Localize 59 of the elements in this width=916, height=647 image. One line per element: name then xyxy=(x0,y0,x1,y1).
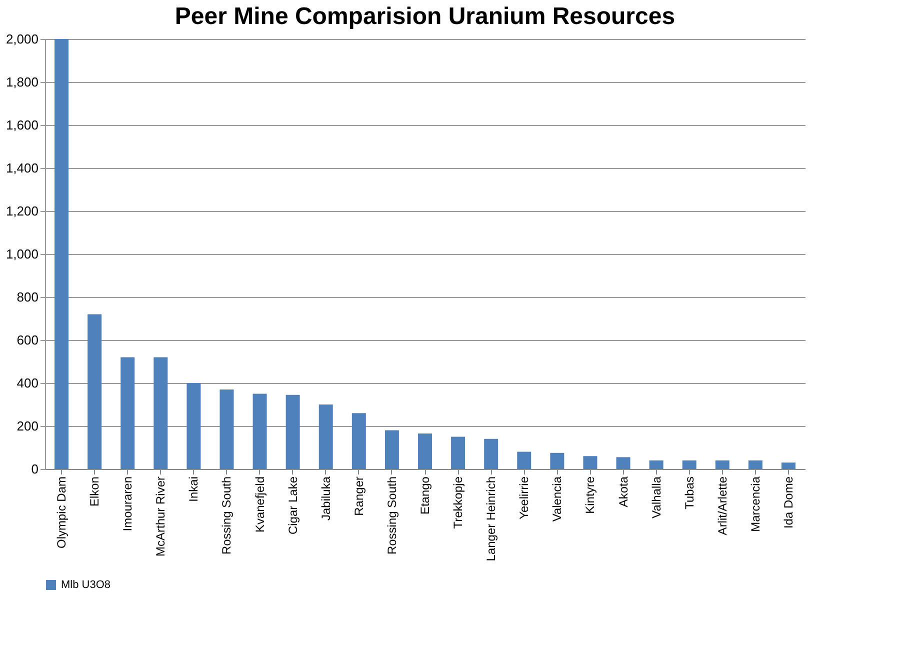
y-tick-label: 200 xyxy=(16,418,38,434)
bar xyxy=(748,460,762,469)
x-tick-label: Kintyre xyxy=(583,476,598,514)
bar xyxy=(550,452,564,469)
y-tick-label: 1,000 xyxy=(6,246,38,262)
bar xyxy=(186,383,201,469)
bar xyxy=(252,394,267,469)
y-tick-label: 1,400 xyxy=(6,160,38,176)
bar xyxy=(781,462,796,469)
bar xyxy=(286,394,300,469)
y-tick-label: 1,800 xyxy=(6,74,38,90)
x-tick-label: Elkon xyxy=(88,476,102,507)
x-tick-label: Imouraren xyxy=(120,476,135,532)
bar xyxy=(318,404,333,469)
bar xyxy=(120,357,135,469)
x-tick-label: Langer Heinrich xyxy=(484,476,498,562)
x-tick-label: Rossing South xyxy=(384,476,399,555)
x-tick-label: Jabiluka xyxy=(318,476,333,521)
y-tick-label: 400 xyxy=(16,376,38,390)
x-tick-label: Rossing South xyxy=(220,476,234,555)
x-tick-label: Marcencia xyxy=(748,476,762,532)
y-tick-label: 2,000 xyxy=(6,32,38,46)
x-tick-label: Ranger xyxy=(352,476,366,516)
bar xyxy=(715,460,730,469)
y-tick-label: 1,200 xyxy=(6,204,38,218)
bar xyxy=(583,456,598,469)
bar xyxy=(517,452,532,469)
bar xyxy=(418,434,432,469)
x-tick-label: Inkai xyxy=(186,476,201,502)
x-tick-label: Olympic Dam xyxy=(54,476,69,549)
y-tick-label: 800 xyxy=(16,290,38,304)
x-tick-label: Yeelirrie xyxy=(517,476,532,520)
bar xyxy=(616,457,630,469)
y-tick-label: 600 xyxy=(16,332,38,348)
bar xyxy=(384,430,399,469)
bar xyxy=(451,436,466,469)
y-tick-label: 0 xyxy=(31,462,38,476)
bar xyxy=(484,438,498,469)
bar xyxy=(352,413,366,469)
x-tick-label: McArthur River xyxy=(154,476,168,557)
x-tick-label: Arlit/Arlette xyxy=(715,476,730,536)
x-tick-label: Tubas xyxy=(682,476,696,510)
x-tick-label: Cigar Lake xyxy=(286,476,300,535)
bar xyxy=(154,357,168,469)
x-tick-label: Valencia xyxy=(550,476,564,522)
legend-label: Mlb U3O8 xyxy=(61,579,111,591)
bar xyxy=(682,460,696,469)
bar xyxy=(54,39,69,469)
bar xyxy=(220,389,234,469)
chart-title: Peer Mine Comparision Uranium Resources xyxy=(174,3,676,30)
x-tick-label: Akota xyxy=(616,476,630,508)
x-tick-label: Etango xyxy=(418,476,432,515)
x-tick-label: Kvanefjeld xyxy=(252,476,267,533)
x-tick-label: Ida Dome xyxy=(781,476,796,529)
bar xyxy=(88,314,102,469)
x-tick-label: Trekkopje xyxy=(451,476,466,529)
x-tick-label: Valhalla xyxy=(649,476,664,518)
bar xyxy=(649,460,664,469)
y-tick-label: 1,600 xyxy=(6,118,38,132)
